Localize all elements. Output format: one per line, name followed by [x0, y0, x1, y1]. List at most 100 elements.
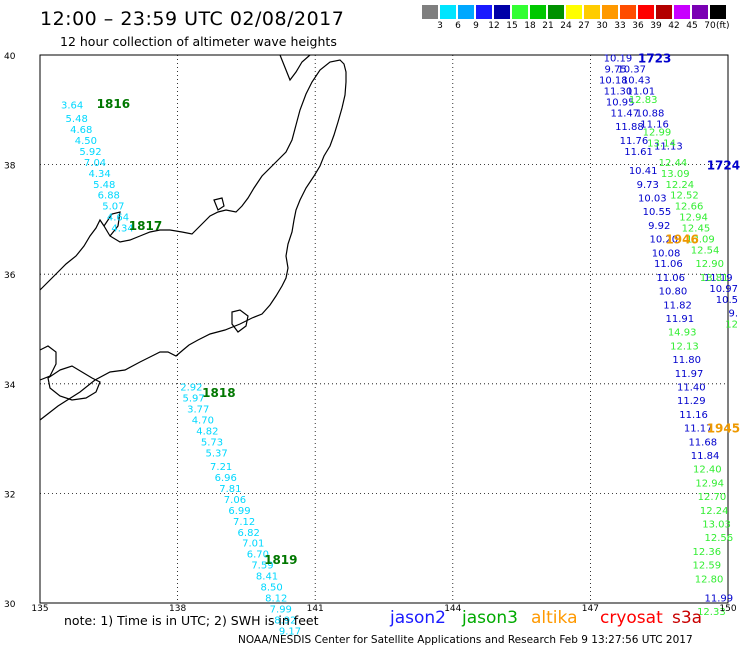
colorbar-swatch	[710, 5, 726, 19]
colorbar-tick-label: 3	[437, 21, 443, 31]
latitude-label: 32	[4, 490, 15, 500]
wave-height-value: 5.07	[102, 202, 124, 213]
wave-height-value: 8.12	[265, 594, 287, 605]
colorbar-tick-label: 9	[473, 21, 479, 31]
wave-height-value: 4.70	[192, 415, 214, 426]
wave-height-value: 5.92	[79, 147, 101, 158]
wave-height-value: 13.03	[702, 520, 731, 531]
wave-height-value: 7.21	[210, 462, 232, 473]
wave-height-value: 7.04	[84, 158, 106, 169]
wave-height-value: 11.13	[654, 141, 683, 152]
wave-height-value: 10.19	[604, 54, 633, 65]
wave-height-value: 12.45	[682, 224, 711, 235]
colorbar-tick-label: 33	[614, 21, 626, 31]
longitude-label: 144	[444, 604, 461, 614]
wave-height-value: 11.01	[627, 87, 656, 98]
wave-height-value: 10.41	[629, 166, 658, 177]
wave-height-value: 11.82	[663, 300, 692, 311]
wave-height-value: 12.33	[697, 607, 726, 618]
wave-height-value: 11.06	[656, 273, 685, 284]
wave-height-value: 9.	[728, 309, 738, 320]
wave-height-value: 10.97	[709, 284, 738, 295]
wave-height-value: 5.97	[183, 394, 205, 405]
colorbar-swatch	[638, 5, 654, 19]
wave-height-value: 9.17	[279, 626, 301, 637]
wave-height-value: 3.77	[187, 404, 209, 415]
colorbar-swatch	[584, 5, 600, 19]
kyushu-coast	[39, 345, 57, 381]
colorbar-swatch	[656, 5, 672, 19]
wave-height-value: 4.34	[111, 224, 133, 235]
colorbar-tick-label: 39	[650, 21, 662, 31]
latitude-label: 30	[4, 600, 16, 610]
wave-height-value: 6.96	[215, 473, 237, 484]
colorbar-tick-label: 18	[524, 21, 536, 31]
colorbar-swatch	[602, 5, 618, 19]
wave-height-value: 11.91	[666, 314, 695, 325]
wave-height-value: 2.92	[180, 383, 202, 394]
wave-height-value: 10.88	[636, 109, 665, 120]
altimeter-track: 12.8312.9913.1412.4413.0912.2412.5212.66…	[629, 95, 738, 618]
wave-height-value: 11.16	[679, 410, 708, 421]
wave-height-value: 11.40	[677, 383, 706, 394]
colorbar-swatch	[512, 5, 528, 19]
wave-height-value: 11.16	[640, 120, 669, 131]
colorbar-swatch	[620, 5, 636, 19]
wave-height-value: 6.82	[238, 528, 260, 539]
wave-height-value: 13.14	[647, 139, 676, 150]
wave-height-value: 8.92	[274, 615, 296, 626]
colorbar-tick-label: 12	[488, 21, 500, 31]
wave-height-value: 11.97	[675, 369, 704, 380]
colorbar-tick-label: 30	[596, 21, 608, 31]
sado-coast	[213, 197, 225, 211]
altimeter-track: 3.645.484.684.505.927.044.345.486.885.07…	[61, 100, 134, 234]
altimeter-tracks: 3.645.484.684.505.927.044.345.486.885.07…	[61, 54, 738, 638]
wave-height-value: 10.55	[643, 207, 672, 218]
colorbar-tick-label: 45	[686, 21, 698, 31]
wave-height-value: 12.56	[705, 533, 734, 544]
latitude-label: 40	[4, 52, 16, 62]
coastline	[39, 54, 347, 421]
pass-time-label: 1945	[707, 422, 740, 436]
noto-coast	[103, 211, 121, 237]
wave-height-value: 14.93	[668, 328, 697, 339]
awaji-coast	[231, 309, 249, 333]
wave-height-value: 3.64	[61, 100, 83, 111]
colorbar-tick-label: 6	[455, 21, 461, 31]
altimeter-track: 10.3710.4311.0110.8811.1611.1311.1910.97…	[617, 65, 738, 605]
credit-line: NOAA/NESDIS Center for Satellite Applica…	[238, 634, 693, 646]
wave-height-value: 11.47	[610, 109, 639, 120]
pass-time-label: 1818	[202, 386, 235, 400]
pass-time-labels: 1816 1817 1818 1819 1723 1724 1946 1945	[97, 52, 740, 567]
wave-height-value: 10.37	[617, 65, 646, 76]
wave-height-value: 12.44	[659, 158, 688, 169]
shikoku-coast	[47, 365, 101, 401]
footnote: note: 1) Time is in UTC; 2) SWH is in fe…	[64, 613, 319, 628]
wave-height-value: 12.54	[691, 246, 720, 257]
wave-height-value: 6.88	[98, 191, 120, 202]
wave-height-value: 4.34	[88, 169, 110, 180]
honshu-coast	[39, 59, 347, 421]
grid-lines	[40, 55, 728, 603]
wave-height-value: 12.40	[693, 465, 722, 476]
wave-height-value: 4.68	[70, 125, 92, 136]
colorbar-swatch	[548, 5, 564, 19]
wave-height-value: 11.88	[615, 122, 644, 133]
wave-height-value: 12.83	[629, 95, 658, 106]
wave-height-value: 11.99	[705, 594, 734, 605]
wave-height-value: 11.19	[704, 273, 733, 284]
wave-height-value: 8.41	[256, 572, 278, 583]
wave-height-value: 7.59	[251, 561, 273, 572]
colorbar-swatch	[458, 5, 474, 19]
wave-height-value: 11.84	[691, 451, 720, 462]
satellite-legend-item: s3a	[672, 608, 703, 628]
colorbar-tick-label: 42	[668, 21, 680, 31]
wave-height-value: 9.75	[604, 65, 626, 76]
wave-height-value: 6.99	[228, 506, 250, 517]
colorbar-swatch	[494, 5, 510, 19]
wave-height-value: 11.80	[672, 355, 701, 366]
wave-height-value: 12.94	[679, 213, 708, 224]
latitude-label: 38	[4, 162, 16, 172]
wave-height-value: 12.24	[666, 180, 695, 191]
